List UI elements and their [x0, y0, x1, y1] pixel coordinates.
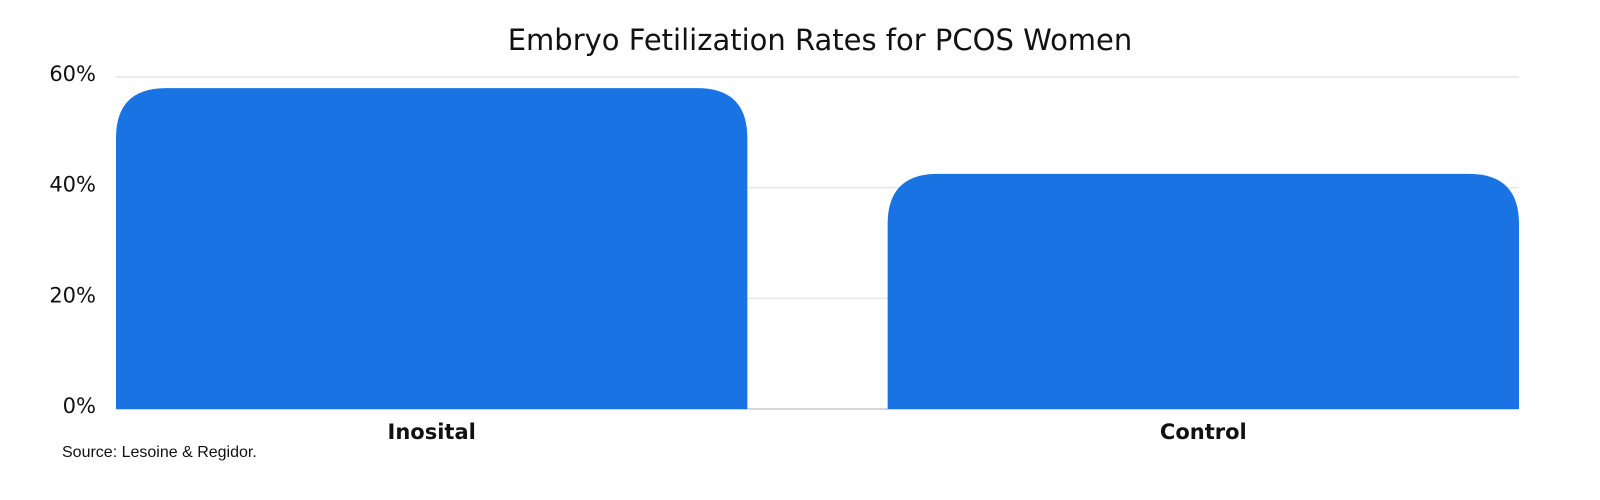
- y-tick-label: 40%: [49, 173, 96, 197]
- chart-title: Embryo Fetilization Rates for PCOS Women: [508, 23, 1133, 57]
- x-tick-label: Control: [1160, 420, 1247, 444]
- x-tick-label: Inosital: [388, 420, 476, 444]
- y-tick-label: 60%: [49, 62, 96, 86]
- bar: [887, 173, 1519, 409]
- source-note: Source: Lesoine & Regidor.: [62, 444, 257, 461]
- y-tick-label: 20%: [49, 283, 96, 307]
- y-tick-label: 0%: [63, 394, 96, 418]
- bar: [116, 88, 748, 410]
